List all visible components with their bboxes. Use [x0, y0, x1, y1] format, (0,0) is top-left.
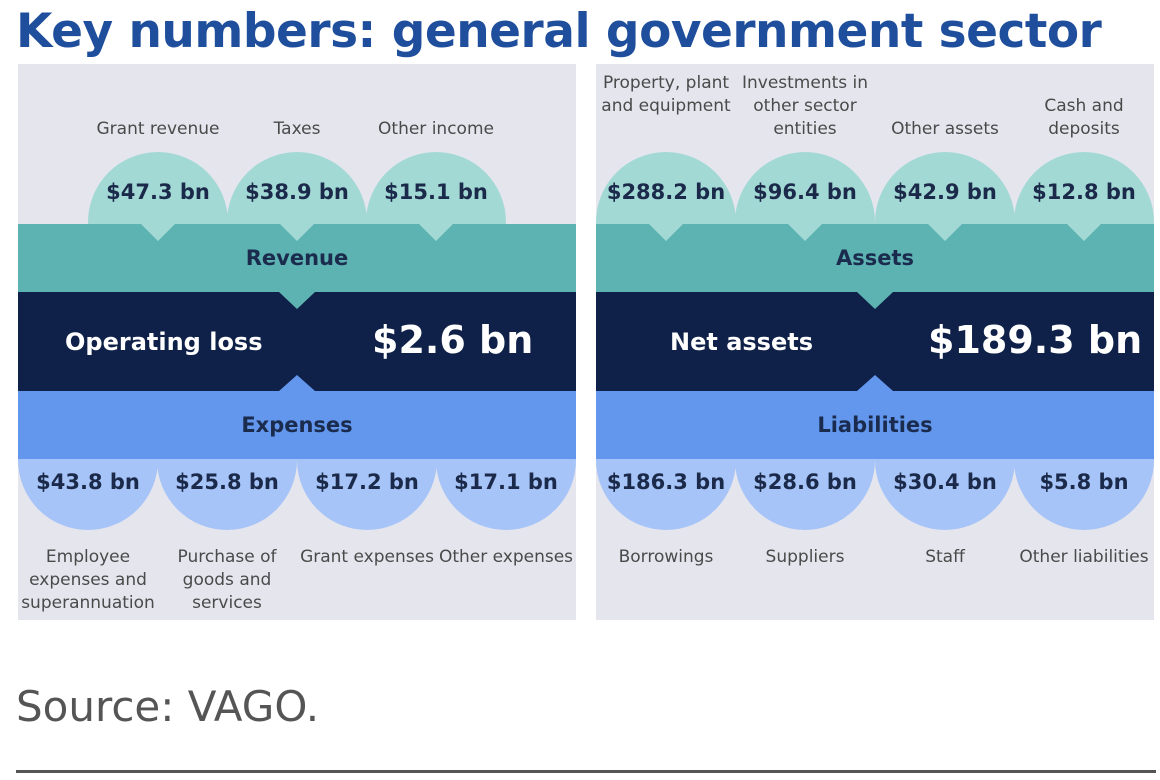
liability-value-borrowings: $186.3 bn — [606, 470, 726, 494]
revenue-notch-other — [419, 224, 453, 241]
asset-label-property: Property, plant and equipment — [601, 73, 731, 116]
liabilities-band: Liabilities — [596, 391, 1154, 459]
revenue-notch-grant — [141, 224, 175, 241]
revenue-value-taxes: $38.9 bn — [245, 180, 349, 204]
revenue-label-grant: Grant revenue — [96, 119, 220, 139]
asset-notch-investments — [788, 224, 822, 241]
liabilities-pointer — [857, 375, 893, 391]
liability-label-suppliers: Suppliers — [765, 547, 845, 567]
asset-label-cash: Cash and deposits — [1044, 96, 1124, 139]
expense-label-purchase: Purchase of goods and services — [177, 547, 277, 613]
expense-value-other: $17.1 bn — [454, 470, 558, 494]
expense-label-other: Other expenses — [438, 547, 574, 567]
revenue-label-other: Other income — [378, 119, 494, 139]
asset-label-investments: Investments in other sector entities — [741, 73, 869, 139]
asset-notch-cash — [1067, 224, 1101, 241]
net-assets-value: $189.3 bn — [928, 318, 1143, 362]
revenue-pointer — [279, 292, 315, 309]
operating-loss-label: Operating loss — [65, 328, 263, 356]
liability-label-other: Other liabilities — [1019, 547, 1149, 567]
expense-label-grant: Grant expenses — [300, 547, 434, 567]
expense-value-purchase: $25.8 bn — [175, 470, 279, 494]
revenue-value-other: $15.1 bn — [384, 180, 488, 204]
expense-value-grant: $17.2 bn — [315, 470, 419, 494]
net-assets-label: Net assets — [670, 328, 813, 356]
expense-label-employee: Employee expenses and superannuation — [21, 547, 155, 613]
expense-value-employee: $43.8 bn — [36, 470, 140, 494]
source-caption: Source: VAGO. — [16, 682, 320, 731]
assets-pointer — [857, 292, 893, 309]
asset-notch-other — [928, 224, 962, 241]
page-title: Key numbers: general government sector — [16, 4, 1102, 59]
liability-value-suppliers: $28.6 bn — [753, 470, 857, 494]
liability-label-staff: Staff — [925, 547, 965, 567]
expenses-band: Expenses — [18, 391, 576, 459]
asset-value-investments: $96.4 bn — [753, 180, 857, 204]
left-panel-operating: Grant revenue Taxes Other income Revenue… — [18, 64, 576, 620]
asset-label-other: Other assets — [891, 119, 999, 139]
net-assets-bar: Net assets $189.3 bn — [596, 292, 1154, 391]
revenue-value-grant: $47.3 bn — [106, 180, 210, 204]
liability-value-other: $5.8 bn — [1039, 470, 1129, 494]
right-panel-balance: Property, plant and equipment Investment… — [596, 64, 1154, 620]
revenue-label-taxes: Taxes — [273, 119, 321, 139]
assets-band: Assets — [596, 224, 1154, 292]
asset-value-other: $42.9 bn — [893, 180, 997, 204]
asset-notch-property — [649, 224, 683, 241]
expenses-pointer — [279, 375, 315, 391]
divider-rule — [16, 770, 1156, 773]
liability-value-staff: $30.4 bn — [893, 470, 997, 494]
operating-loss-value: $2.6 bn — [372, 318, 534, 362]
revenue-notch-taxes — [280, 224, 314, 241]
asset-value-property: $288.2 bn — [606, 180, 726, 204]
asset-value-cash: $12.8 bn — [1032, 180, 1136, 204]
liability-label-borrowings: Borrowings — [618, 547, 714, 567]
